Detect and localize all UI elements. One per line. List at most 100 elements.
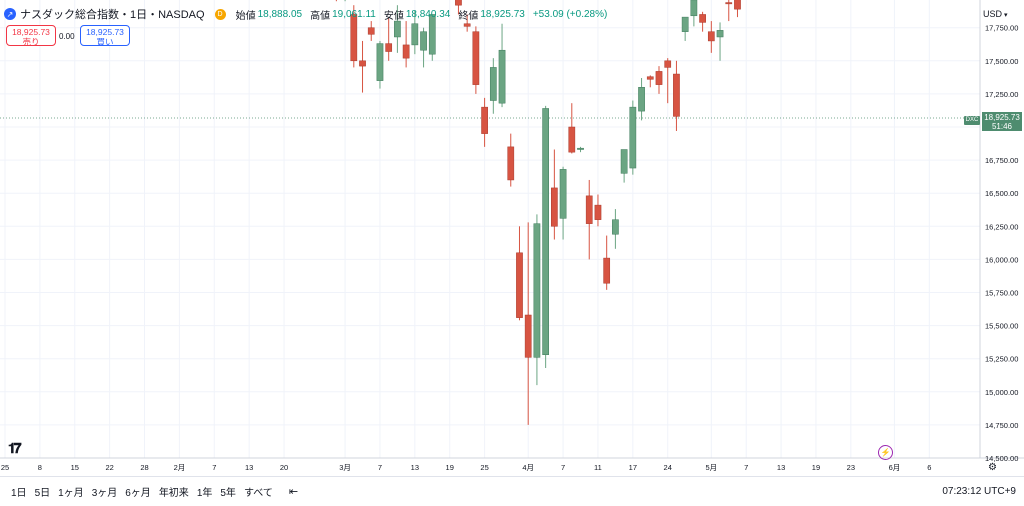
price-chart[interactable]: 14,500.00 14,750.00 15,000.00 15,250.00 15,5… [0, 0, 1024, 476]
price-tick-label: 14,500.00 [985, 454, 1018, 463]
candle [472, 26, 480, 94]
candle-body [463, 23, 471, 27]
time-tick-label: 25 [1, 463, 9, 472]
spread-value: 0.00 [59, 32, 75, 41]
candle-body [376, 43, 384, 81]
candle-body [524, 314, 532, 358]
timeframe-5y[interactable]: 5年 [220, 488, 236, 499]
sell-price: 18,925.73 [12, 27, 50, 37]
time-tick-label: 13 [245, 463, 253, 472]
bar-countdown: 51:46 [991, 122, 1013, 131]
currency-label: USD [983, 9, 1003, 19]
timeframe-ytd[interactable]: 年初来 [158, 488, 189, 499]
timeframe-all[interactable]: すべて [243, 488, 273, 499]
candle [428, 14, 436, 61]
last-price-value: 18,925.73 [984, 113, 1020, 122]
candle [594, 194, 602, 227]
time-scale-labels: 25 8 15 22 28 2月 7 13 20 3月 7 13 19 25 4月 7 11 17 24 5月 7 13 1… [1, 463, 932, 472]
candle [655, 66, 663, 94]
timeframe-5d[interactable]: 5日 [34, 488, 51, 499]
candle [402, 21, 410, 68]
candle-body [498, 49, 506, 104]
candle-body [716, 30, 724, 38]
candle-body [394, 20, 401, 38]
candle [359, 40, 366, 93]
timeframe-6m[interactable]: 6ヶ月 [125, 488, 151, 499]
candle-body [428, 14, 436, 55]
calendar-range-icon[interactable]: ⇤ [288, 486, 299, 498]
last-price-label: 18,925.73 51:46 [982, 112, 1022, 131]
candle-body [585, 195, 593, 224]
candle-body [350, 14, 358, 62]
close-value: 18,925.73 [480, 8, 525, 20]
time-tick-label: 7 [378, 463, 382, 472]
candle [620, 149, 628, 183]
candle [585, 179, 593, 260]
timeframe-1d[interactable]: 1日 [11, 488, 27, 499]
candle-body [620, 149, 628, 174]
candle-body [481, 106, 488, 134]
time-tick-label: 19 [446, 463, 454, 472]
candle-body [707, 31, 715, 42]
high-label: 高値 [310, 10, 331, 22]
candle-body [664, 60, 672, 68]
candle [629, 100, 637, 175]
timeframe-1y[interactable]: 1年 [196, 488, 213, 499]
candle [524, 222, 532, 425]
price-scale-labels: 14,500.00 14,750.00 15,000.00 15,250.00 15,5… [985, 24, 1018, 463]
price-tick-label: 16,750.00 [985, 156, 1018, 165]
currency-selector[interactable]: USD ▾ [983, 9, 1008, 19]
price-tick-label: 17,750.00 [985, 24, 1018, 33]
dividend-badge-icon[interactable]: D [214, 8, 226, 20]
lightning-icon[interactable]: ⚡ [878, 445, 893, 460]
last-tag-badge: DXC [964, 116, 980, 125]
candle-body [402, 44, 410, 59]
timeframe-3m[interactable]: 3ヶ月 [91, 488, 118, 499]
buy-button[interactable]: 18,925.73 買い [80, 25, 130, 47]
buy-label: 買い [96, 37, 114, 47]
candle-body [568, 126, 576, 153]
time-tick-label: 6 [927, 463, 931, 472]
symbol-title[interactable]: ナスダック総合指数・1日・NASDAQ [20, 9, 205, 21]
open-value: 18,888.05 [257, 8, 303, 20]
candle-body [734, 0, 741, 10]
candle-body [690, 0, 698, 17]
candle [533, 214, 541, 386]
candle [612, 209, 619, 249]
sell-button[interactable]: 18,925.73 売り [6, 25, 56, 47]
candle [542, 105, 549, 368]
candle [385, 18, 393, 61]
timeframe-1m[interactable]: 1ヶ月 [58, 488, 84, 499]
time-tick-label: 4月 [522, 463, 534, 472]
price-tick-label: 15,000.00 [985, 388, 1018, 397]
candle-body [472, 31, 480, 85]
candle [603, 235, 611, 290]
time-tick-label: 13 [777, 463, 785, 472]
candle [335, 0, 337, 2]
candle [646, 75, 654, 88]
time-tick-label: 3月 [339, 463, 351, 472]
candle-body [594, 204, 602, 220]
price-tick-label: 16,500.00 [985, 189, 1018, 198]
time-tick-label: 7 [212, 463, 216, 472]
sell-label: 売り [22, 37, 40, 47]
symbol-header: ↗ ナスダック総合指数・1日・NASDAQ D 始値 18,888.05 高値 … [4, 6, 607, 22]
buy-price: 18,925.73 [86, 27, 124, 37]
candle [498, 23, 506, 108]
clock[interactable]: 07:23:12 UTC+9 [942, 486, 1016, 497]
close-label: 終値 [458, 10, 479, 22]
time-tick-label: 8 [38, 463, 42, 472]
time-tick-label: 28 [140, 463, 148, 472]
candle [455, 0, 462, 15]
time-tick-label: 25 [480, 463, 488, 472]
gear-icon[interactable]: ⚙ [988, 462, 997, 473]
tradingview-logo-icon[interactable]: 𝟏𝟕 [8, 440, 22, 456]
candle [367, 21, 375, 41]
open-label: 始値 [235, 10, 256, 22]
candle-body [516, 252, 523, 318]
candle-body [507, 146, 515, 181]
time-tick-label: 5月 [705, 463, 717, 472]
candle [707, 21, 715, 53]
candle-body [542, 108, 549, 355]
candle [551, 149, 558, 240]
